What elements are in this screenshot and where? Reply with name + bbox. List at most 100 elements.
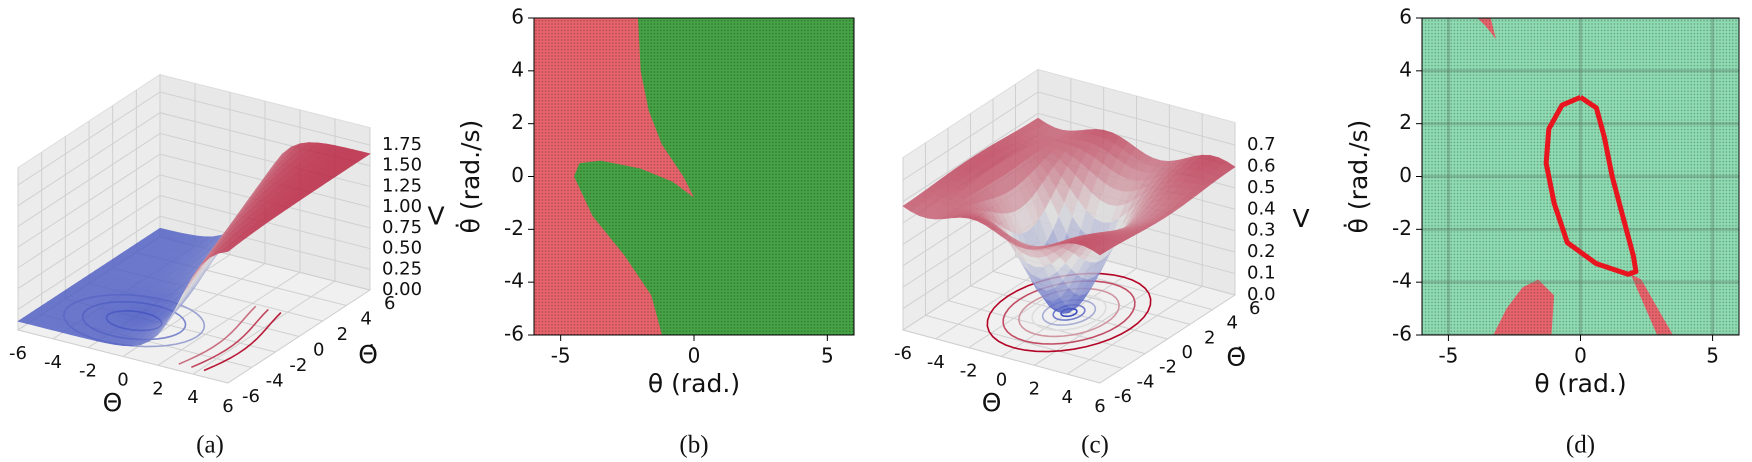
y-tick-label: -2 bbox=[289, 355, 307, 376]
y-tick-label: -2 bbox=[1392, 216, 1412, 240]
x-tick-label: 2 bbox=[1029, 378, 1040, 399]
contour bbox=[203, 312, 282, 372]
y-tick-label: -4 bbox=[1137, 371, 1155, 392]
y-axis-label: θ̇ (rad./s) bbox=[455, 120, 485, 234]
caption: (a) bbox=[196, 432, 224, 459]
y-tick-label: -6 bbox=[1114, 386, 1132, 407]
curve bbox=[1543, 94, 1639, 277]
x-tick-label: 4 bbox=[1061, 387, 1072, 408]
z-tick-label: 1.25 bbox=[382, 175, 422, 196]
y-tick-label: -4 bbox=[266, 371, 284, 392]
z-tick-label: 0.25 bbox=[382, 258, 422, 279]
x-tick-label: -5 bbox=[551, 344, 571, 368]
dot-texture bbox=[534, 18, 854, 335]
grid-line bbox=[17, 91, 371, 186]
y-tick-label: 6 bbox=[1399, 5, 1412, 29]
x-tick-label: 0 bbox=[1574, 344, 1587, 368]
x-tick-label: 6 bbox=[1094, 396, 1105, 417]
y-tick-label: 2 bbox=[511, 110, 524, 134]
y-tick-label: 6 bbox=[384, 293, 395, 314]
x-axis-label: Θ bbox=[982, 388, 1002, 417]
x-tick-label: 5 bbox=[1706, 344, 1719, 368]
surface bbox=[17, 142, 371, 347]
y-tick-label: 4 bbox=[1399, 57, 1412, 81]
contour bbox=[191, 308, 269, 369]
y-tick-label: 0 bbox=[313, 340, 324, 361]
x-tick-label: 0 bbox=[996, 370, 1007, 391]
dot-texture bbox=[1422, 18, 1739, 335]
contour bbox=[986, 272, 1152, 353]
y-tick-label: 4 bbox=[360, 309, 371, 330]
caption: (c) bbox=[1081, 432, 1109, 459]
x-axis-label: Θ bbox=[103, 388, 123, 417]
z-tick-label: 0.7 bbox=[1247, 134, 1276, 155]
x-axis-label: θ (rad.) bbox=[1534, 369, 1626, 398]
y-tick-label: -6 bbox=[504, 322, 524, 346]
x-tick-label: -6 bbox=[894, 343, 912, 364]
caption: (d) bbox=[1566, 432, 1595, 459]
z-tick-label: 0.75 bbox=[382, 217, 422, 238]
y-tick-label: 0 bbox=[1399, 163, 1412, 187]
y-tick-label: 2 bbox=[1204, 327, 1215, 348]
contour bbox=[1041, 299, 1097, 326]
z-tick-label: 1.50 bbox=[382, 155, 422, 176]
z-axis-label: V bbox=[1292, 204, 1309, 233]
surface bbox=[902, 117, 1236, 314]
axes-frame bbox=[533, 17, 855, 336]
y-tick-label: -6 bbox=[242, 386, 260, 407]
y-tick-label: -4 bbox=[1392, 269, 1412, 293]
y-tick-label: 6 bbox=[511, 5, 524, 29]
y-tick-label: 4 bbox=[1227, 313, 1238, 334]
z-tick-label: 0.6 bbox=[1247, 155, 1276, 176]
y-tick-label: 2 bbox=[1399, 110, 1412, 134]
contour bbox=[1018, 287, 1120, 338]
x-tick-label: -5 bbox=[1438, 344, 1458, 368]
x-tick-label: -2 bbox=[960, 361, 978, 382]
axes-frame bbox=[1421, 17, 1740, 336]
grid-line bbox=[17, 174, 371, 269]
z-axis-label: V bbox=[427, 202, 444, 231]
contour bbox=[1031, 294, 1107, 331]
x-axis-label: θ (rad.) bbox=[648, 369, 740, 398]
x-tick-label: -4 bbox=[927, 352, 945, 373]
y-tick-label: 6 bbox=[1249, 298, 1260, 319]
surface-patch bbox=[1091, 246, 1107, 256]
caption: (b) bbox=[679, 432, 708, 459]
plot-area bbox=[1422, 18, 1739, 335]
grid-line bbox=[902, 91, 1236, 181]
x-tick-label: -4 bbox=[44, 352, 62, 373]
z-tick-label: 0.4 bbox=[1247, 198, 1276, 219]
z-tick-label: 0.3 bbox=[1247, 220, 1276, 241]
x-tick-label: 5 bbox=[821, 344, 834, 368]
y-tick-label: -6 bbox=[1392, 322, 1412, 346]
x-tick-label: -6 bbox=[9, 343, 27, 364]
y-tick-label: 0 bbox=[511, 163, 524, 187]
z-tick-label: 1.75 bbox=[382, 134, 422, 155]
z-tick-label: 0.0 bbox=[1247, 284, 1276, 305]
contour bbox=[1002, 280, 1136, 345]
contour bbox=[178, 305, 257, 365]
y-tick-label: -2 bbox=[504, 216, 524, 240]
x-tick-label: 0 bbox=[688, 344, 701, 368]
y-tick-label: 4 bbox=[511, 57, 524, 81]
grid-line bbox=[17, 195, 371, 289]
y-tick-label: 2 bbox=[337, 324, 348, 345]
z-tick-label: 0.2 bbox=[1247, 241, 1276, 262]
x-tick-label: -2 bbox=[79, 361, 97, 382]
y-axis-label: θ̇ (rad./s) bbox=[1343, 120, 1373, 234]
z-tick-label: 1.00 bbox=[382, 196, 422, 217]
z-tick-label: 0.1 bbox=[1247, 263, 1276, 284]
x-tick-label: 0 bbox=[117, 370, 128, 391]
y-tick-label: -4 bbox=[504, 269, 524, 293]
x-tick-label: 4 bbox=[187, 387, 198, 408]
y-axis-label: Θ̇ bbox=[1226, 343, 1246, 372]
z-tick-label: 0.00 bbox=[382, 279, 422, 300]
x-tick-label: 6 bbox=[222, 396, 233, 417]
grid-line bbox=[17, 215, 371, 310]
grid-line bbox=[902, 112, 1236, 202]
z-tick-label: 0.5 bbox=[1247, 177, 1276, 198]
z-tick-label: 0.50 bbox=[382, 238, 422, 259]
y-tick-label: 0 bbox=[1182, 342, 1193, 363]
